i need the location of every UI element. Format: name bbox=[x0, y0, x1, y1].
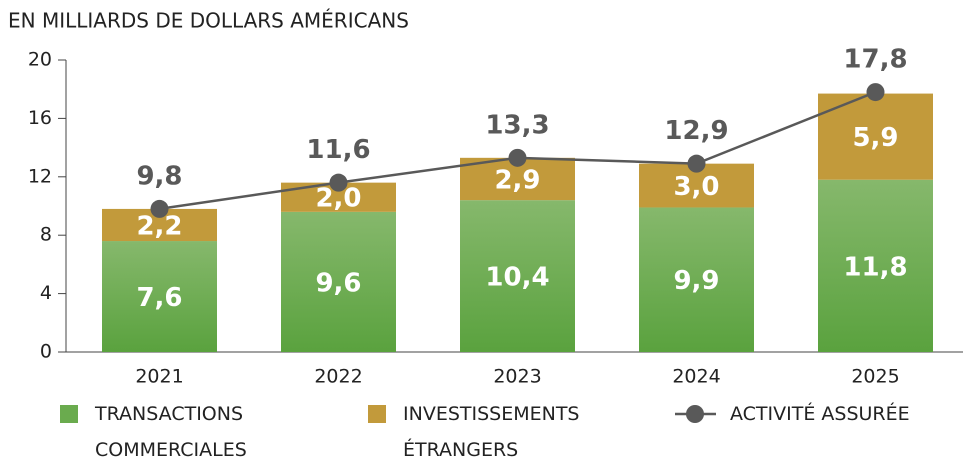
bar-segment bbox=[460, 200, 575, 352]
bar-segment bbox=[639, 207, 754, 352]
legend-label: ACTIVITÉ ASSURÉE bbox=[730, 403, 910, 425]
data-label: 7,6 bbox=[136, 283, 182, 313]
data-label: 10,4 bbox=[485, 263, 549, 293]
data-label: 12,9 bbox=[664, 116, 728, 146]
line-point bbox=[150, 199, 169, 218]
bar-segment bbox=[102, 241, 217, 352]
y-tick-label: 8 bbox=[40, 224, 52, 246]
x-tick-label: 2023 bbox=[493, 366, 541, 388]
line-point bbox=[508, 148, 527, 167]
data-label: 2,9 bbox=[494, 165, 540, 195]
legend-swatch bbox=[368, 405, 386, 423]
data-label: 5,9 bbox=[852, 123, 898, 153]
data-label: 9,8 bbox=[136, 161, 182, 191]
data-label: 13,3 bbox=[485, 110, 549, 140]
bar-segment bbox=[818, 179, 933, 352]
line-point bbox=[866, 83, 885, 102]
legend-label: INVESTISSEMENTS ÉTRANGERS bbox=[403, 403, 580, 461]
legend-marker bbox=[686, 405, 704, 423]
x-tick-label: 2024 bbox=[672, 366, 720, 388]
legend-swatch bbox=[60, 405, 78, 423]
data-label: 11,8 bbox=[843, 252, 907, 282]
line-point bbox=[329, 173, 348, 192]
data-label: 9,6 bbox=[315, 268, 361, 298]
y-tick-label: 4 bbox=[40, 282, 52, 304]
y-tick-label: 20 bbox=[28, 49, 52, 71]
data-label: 11,6 bbox=[306, 135, 370, 165]
data-label: 3,0 bbox=[673, 172, 719, 202]
chart-title: EN MILLIARDS DE DOLLARS AMÉRICANS bbox=[8, 9, 409, 33]
y-tick-label: 12 bbox=[28, 165, 52, 187]
data-label: 9,9 bbox=[673, 266, 719, 296]
y-tick-label: 0 bbox=[40, 341, 52, 363]
x-tick-label: 2022 bbox=[314, 366, 362, 388]
line-point bbox=[687, 154, 706, 173]
legend-label: TRANSACTIONS COMMERCIALES bbox=[95, 403, 247, 461]
x-tick-label: 2021 bbox=[135, 366, 183, 388]
x-tick-label: 2025 bbox=[851, 366, 899, 388]
bar-segment bbox=[281, 211, 396, 352]
y-tick-label: 16 bbox=[28, 107, 52, 129]
data-label: 17,8 bbox=[843, 45, 907, 75]
